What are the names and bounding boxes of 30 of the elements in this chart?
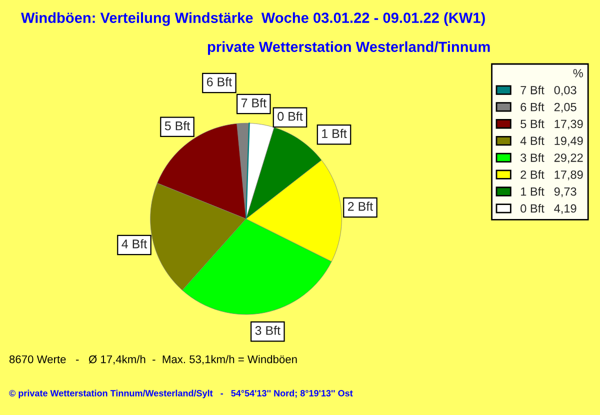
legend-label: 1 Bft <box>521 187 544 196</box>
legend-title: % <box>573 69 583 78</box>
legend-label: 5 Bft <box>520 119 544 128</box>
slice-label: 6 Bft <box>206 77 232 86</box>
legend-label: 6 Bft <box>520 102 544 112</box>
slice-label: 4 Bft <box>122 239 147 248</box>
data-label: 17,89 <box>554 170 583 180</box>
text: © private Wetterstation Tinnum/Westerland/Sylt - 54°54'13'' Nord; 8°19'13'' Ost <box>9 390 353 398</box>
legend-label: 3 Bft <box>520 153 544 162</box>
chart-subtitle: private Wetterstation Westerland/Tinnum <box>208 41 490 55</box>
legend-label: 7 Bft <box>520 86 544 94</box>
legend-label: 2 Bft <box>520 170 544 179</box>
data-label: 19,49 <box>554 136 583 146</box>
data-label: 29,22 <box>554 154 583 164</box>
slice-label: 0 Bft <box>278 112 303 121</box>
data-label: 4,19 <box>554 204 576 214</box>
slice-label: 5 Bft <box>164 121 190 130</box>
chart-title: Windböen: Verteilung Windstärke Woche 03.01.22 - 09.01.22 (KW1) <box>21 12 485 26</box>
data-label: 17,39 <box>554 120 583 130</box>
data-label: 0,03 <box>554 86 576 96</box>
slice-label: 7 Bft <box>241 98 266 108</box>
data-label: 2,05 <box>554 102 576 113</box>
legend-label: 0 Bft <box>520 204 544 213</box>
data-label: 9,73 <box>554 187 576 198</box>
legend-label: 4 Bft <box>520 136 544 146</box>
text: 8670 Werte - Ø 17,4km/h - Max. 53,1km/h = Windböen <box>9 355 297 365</box>
slice-label: 3 Bft <box>255 326 280 335</box>
slice-label: 2 Bft <box>348 202 373 211</box>
slice-label: 1 Bft <box>322 128 347 138</box>
pie-slice <box>245 122 250 220</box>
